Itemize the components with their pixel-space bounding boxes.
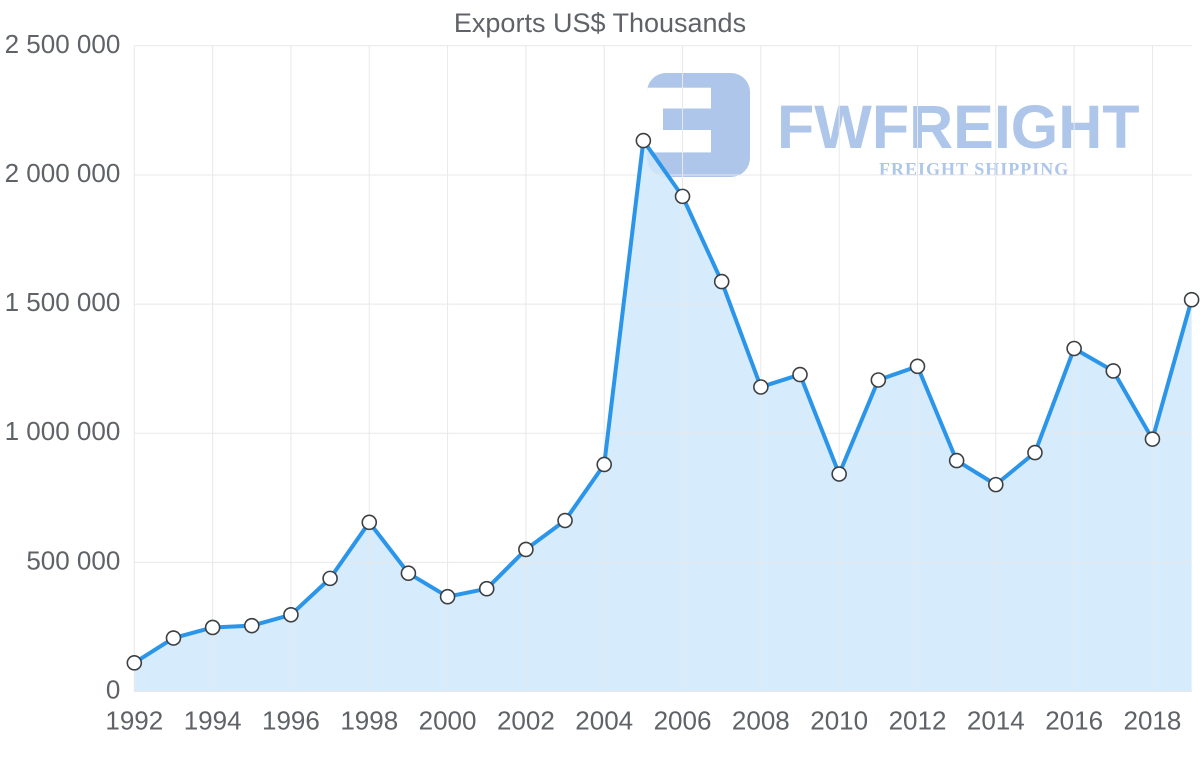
svg-text:2014: 2014 <box>967 706 1025 736</box>
svg-text:2018: 2018 <box>1124 706 1182 736</box>
svg-text:1998: 1998 <box>340 706 398 736</box>
svg-text:2002: 2002 <box>497 706 555 736</box>
svg-text:2 000 000: 2 000 000 <box>5 158 121 188</box>
svg-text:1 500 000: 1 500 000 <box>5 287 121 317</box>
svg-text:2008: 2008 <box>732 706 790 736</box>
svg-text:1994: 1994 <box>184 706 242 736</box>
svg-text:500 000: 500 000 <box>26 545 120 575</box>
svg-text:2 500 000: 2 500 000 <box>5 29 121 59</box>
svg-text:1992: 1992 <box>105 706 163 736</box>
svg-text:2012: 2012 <box>889 706 947 736</box>
svg-text:1996: 1996 <box>262 706 320 736</box>
svg-text:2004: 2004 <box>575 706 633 736</box>
svg-text:2016: 2016 <box>1045 706 1103 736</box>
svg-text:2006: 2006 <box>654 706 712 736</box>
svg-text:1 000 000: 1 000 000 <box>5 416 121 446</box>
svg-text:2000: 2000 <box>419 706 477 736</box>
svg-text:0: 0 <box>106 675 120 705</box>
svg-text:2010: 2010 <box>810 706 868 736</box>
